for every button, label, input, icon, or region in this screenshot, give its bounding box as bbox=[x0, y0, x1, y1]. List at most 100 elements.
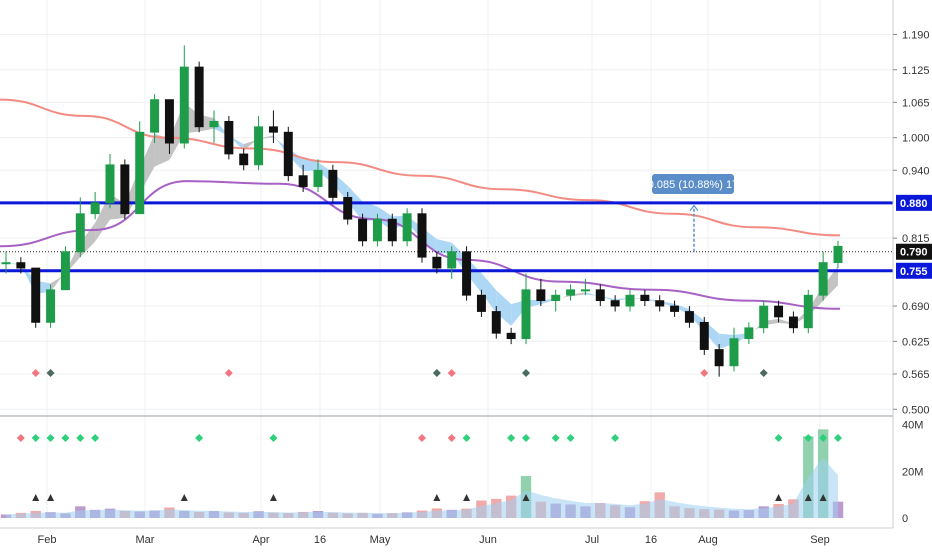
volume-diamond-marker bbox=[61, 434, 70, 442]
volume-diamond-marker bbox=[31, 434, 40, 442]
candle-body bbox=[833, 245, 843, 264]
ribbon-segment bbox=[496, 290, 512, 326]
price-diamond-marker bbox=[31, 369, 40, 377]
candle-body bbox=[699, 321, 709, 350]
price-tick-label: 1.000 bbox=[902, 133, 930, 145]
candle-body bbox=[803, 294, 813, 329]
volume-diamond-marker bbox=[195, 434, 204, 442]
volume-diamond-marker bbox=[551, 434, 560, 442]
level-label-bg bbox=[896, 194, 932, 211]
candle-body bbox=[714, 349, 724, 367]
level-label: 0.880 bbox=[900, 198, 928, 210]
ma-long-line bbox=[0, 98, 841, 237]
price-diamond-marker bbox=[447, 369, 456, 377]
price-diamond-marker bbox=[700, 369, 709, 377]
measure-tool[interactable]: 0.085 (10.88%) 17 bbox=[648, 174, 739, 252]
candle-body bbox=[655, 300, 665, 307]
last-price-label-bg bbox=[896, 243, 932, 260]
candle-body bbox=[595, 289, 605, 302]
candle-body bbox=[551, 294, 561, 302]
candle-body bbox=[417, 213, 427, 258]
candle-body bbox=[90, 202, 100, 215]
candle-body bbox=[358, 218, 368, 242]
candle-body bbox=[729, 338, 739, 367]
candle-body bbox=[60, 251, 70, 291]
volume-triangle-marker bbox=[522, 494, 530, 501]
volume-bar bbox=[0, 514, 12, 518]
candle-body bbox=[447, 251, 457, 269]
price-tick-label: 0.500 bbox=[902, 404, 930, 416]
candle-body bbox=[254, 126, 264, 166]
ribbon-segment bbox=[362, 201, 378, 222]
candle-body bbox=[164, 99, 174, 144]
candle-body bbox=[46, 289, 56, 323]
price-tick-label: 0.815 bbox=[902, 233, 930, 245]
price-diamond-marker bbox=[224, 369, 233, 377]
volume-triangle-marker bbox=[180, 494, 188, 501]
price-tick-label: 1.125 bbox=[902, 65, 930, 77]
volume-diamond-marker bbox=[462, 434, 471, 442]
time-tick-label: Feb bbox=[38, 534, 57, 546]
volume-diamond-marker bbox=[269, 434, 278, 442]
ribbon-segment bbox=[719, 333, 734, 349]
ribbon-segment bbox=[273, 135, 289, 156]
last-price-label: 0.790 bbox=[900, 247, 928, 259]
measure-label: 0.085 (10.88%) 17 bbox=[648, 179, 739, 191]
volume-diamond-marker bbox=[418, 434, 426, 442]
time-tick-label: 16 bbox=[645, 534, 657, 546]
volume-diamond-marker bbox=[507, 434, 516, 442]
volume-tick-label: 0 bbox=[902, 513, 908, 525]
volume-diamond-marker bbox=[46, 434, 55, 442]
volume-triangle-marker bbox=[775, 494, 783, 501]
candle-body bbox=[1, 262, 11, 265]
volume-diamond-marker bbox=[834, 434, 842, 442]
candlesticks bbox=[1, 45, 843, 377]
candle-body bbox=[788, 316, 798, 329]
candle-body bbox=[179, 66, 189, 144]
volume-diamond-marker bbox=[611, 434, 620, 442]
candle-body bbox=[75, 213, 85, 253]
volume-average-area bbox=[6, 457, 838, 518]
level-label: 0.755 bbox=[900, 266, 928, 278]
candle-body bbox=[194, 66, 204, 128]
volume-diamond-marker bbox=[16, 434, 25, 442]
volume-triangle-marker bbox=[32, 494, 40, 501]
volume-diamond-marker bbox=[566, 434, 575, 442]
volume-pane bbox=[0, 429, 844, 518]
volume-diamond-marker bbox=[819, 434, 828, 442]
volume-diamond-marker bbox=[91, 434, 100, 442]
measure-arrow bbox=[689, 204, 699, 211]
price-tick-label: 0.690 bbox=[902, 301, 930, 313]
volume-tick-label: 40M bbox=[902, 420, 923, 432]
grid-lines bbox=[0, 0, 893, 518]
candle-body bbox=[328, 169, 338, 198]
candle-body bbox=[521, 289, 531, 340]
candle-body bbox=[625, 294, 635, 307]
volume-triangle-marker bbox=[433, 494, 441, 501]
level-label-bg bbox=[896, 262, 932, 279]
time-tick-label: Aug bbox=[698, 534, 718, 546]
volume-diamond-marker bbox=[804, 434, 813, 442]
candle-body bbox=[313, 169, 323, 187]
measure-label-bg bbox=[652, 174, 734, 194]
price-diamond-marker bbox=[46, 369, 55, 377]
volume-triangle-marker bbox=[819, 494, 827, 501]
price-tick-label: 0.625 bbox=[902, 336, 930, 348]
price-tick-label: 0.565 bbox=[902, 369, 930, 381]
candle-body bbox=[580, 289, 590, 292]
candle-body bbox=[536, 289, 546, 302]
candle-body bbox=[135, 131, 145, 215]
candle-body bbox=[224, 120, 234, 155]
candle-body bbox=[283, 131, 293, 177]
candle-body bbox=[31, 267, 41, 323]
candle-body bbox=[209, 120, 219, 128]
time-tick-label: 16 bbox=[314, 534, 326, 546]
time-tick-label: May bbox=[370, 534, 391, 546]
price-diamond-marker bbox=[522, 369, 530, 377]
candle-body bbox=[684, 311, 694, 323]
horizontal-levels[interactable]: 0.880 0.755 0.790 bbox=[0, 194, 932, 279]
candle-body bbox=[239, 153, 249, 166]
ribbon-segment bbox=[481, 273, 497, 313]
